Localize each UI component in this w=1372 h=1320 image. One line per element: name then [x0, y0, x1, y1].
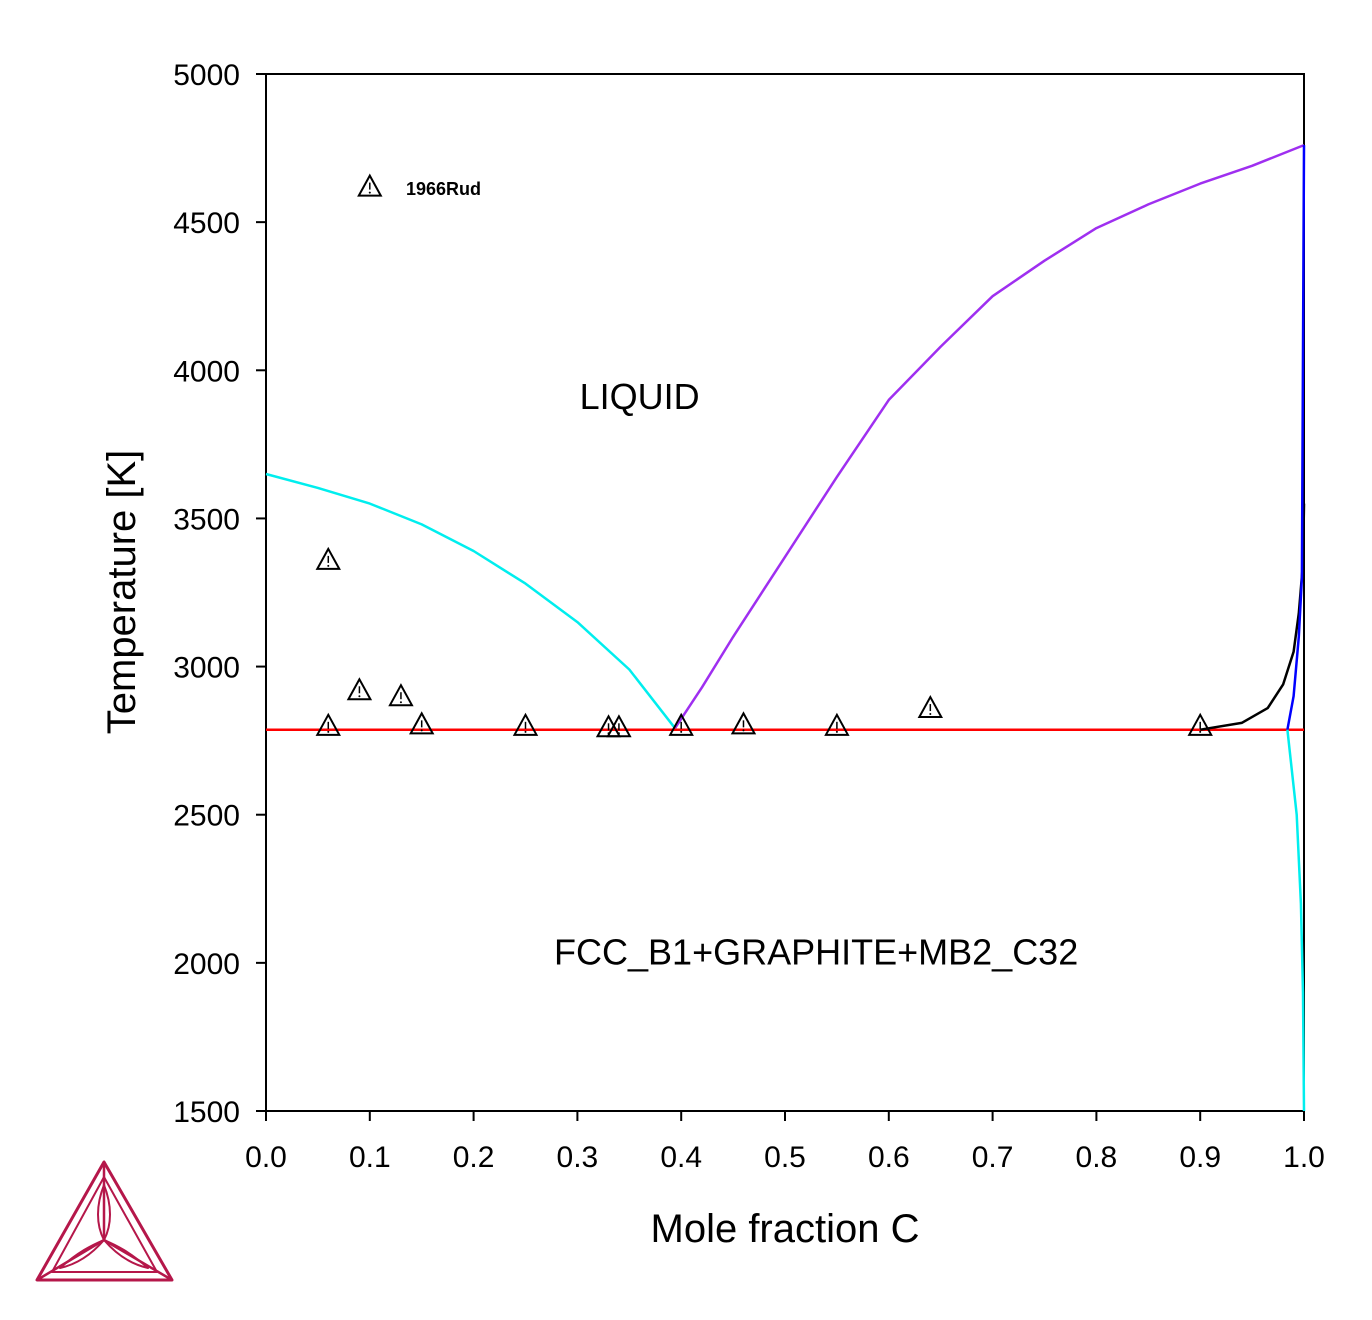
x-axis-title: Mole fraction C	[651, 1207, 920, 1251]
experimental-point	[668, 712, 694, 736]
legend-label: 1966Rud	[406, 179, 481, 199]
x-tick-label: 0.2	[453, 1141, 495, 1174]
thermo-calc-logo	[35, 1160, 174, 1282]
phase-boundary-line	[673, 143, 1305, 729]
x-tick-label: 0.0	[245, 1141, 287, 1174]
y-tick-label: 5000	[173, 59, 240, 92]
x-axis-ticks: 0.0 0.1 0.2 0.3 0.4 0.5 0.6 0.7 0.8 0.9 1.0	[245, 1111, 1325, 1174]
y-axis-ticks: 1500 2000 2500 3000 3500 4000 4500 5000	[173, 59, 266, 1129]
x-tick-label: 1.0	[1283, 1141, 1325, 1174]
x-tick-label: 0.4	[660, 1141, 702, 1174]
experimental-points-layer	[315, 546, 1213, 738]
phase-boundary-line	[1199, 503, 1306, 731]
experimental-point	[315, 546, 341, 570]
series-layer	[265, 143, 1306, 1112]
experimental-point	[606, 714, 632, 738]
experimental-point	[1187, 712, 1213, 736]
experimental-point	[824, 712, 850, 736]
x-tick-label: 0.8	[1076, 1141, 1118, 1174]
y-tick-label: 1500	[173, 1096, 240, 1129]
region-label: FCC_B1+GRAPHITE+MB2_C32	[554, 931, 1078, 972]
x-tick-label: 0.3	[557, 1141, 599, 1174]
experimental-point	[388, 683, 414, 707]
x-tick-label: 0.5	[764, 1141, 806, 1174]
x-tick-label: 0.7	[972, 1141, 1014, 1174]
x-tick-label: 0.1	[349, 1141, 391, 1174]
y-tick-label: 4000	[173, 355, 240, 388]
phase-boundary-line	[1286, 145, 1306, 730]
experimental-point	[512, 712, 539, 736]
x-tick-label: 0.9	[1179, 1141, 1221, 1174]
experimental-point	[409, 711, 435, 735]
legend: 1966Rud	[357, 173, 481, 199]
y-tick-label: 2500	[173, 800, 240, 833]
y-tick-label: 3500	[173, 503, 240, 536]
experimental-point	[917, 694, 944, 719]
phase-boundary-line	[1286, 729, 1306, 1112]
y-tick-label: 4500	[173, 207, 240, 240]
x-tick-label: 0.6	[868, 1141, 910, 1174]
y-tick-label: 2000	[173, 948, 240, 981]
experimental-point	[346, 677, 373, 701]
y-axis-title: Temperature [K]	[100, 450, 144, 735]
region-labels: LIQUID FCC_B1+GRAPHITE+MB2_C32	[554, 376, 1078, 973]
experimental-point	[730, 711, 757, 735]
region-label: LIQUID	[580, 376, 700, 417]
experimental-point	[315, 712, 341, 736]
phase-boundary-line	[265, 472, 676, 729]
y-tick-label: 3000	[173, 652, 240, 685]
legend-marker	[357, 173, 383, 197]
